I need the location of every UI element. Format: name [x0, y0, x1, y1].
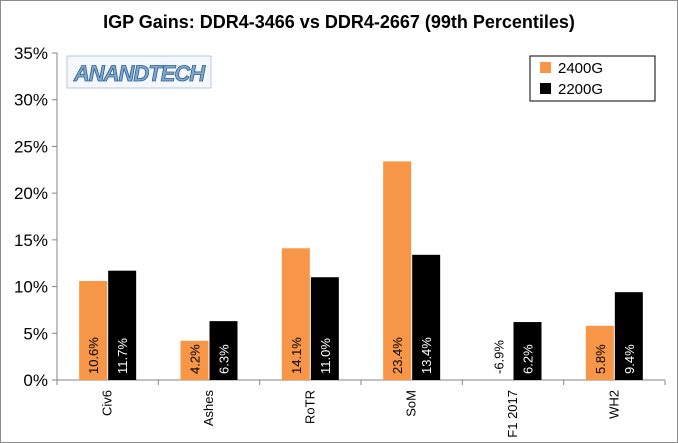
- x-category-label: F1 2017: [505, 390, 520, 438]
- bar-data-label: 13.4%: [419, 337, 434, 374]
- legend-swatch-2400G: [540, 62, 551, 73]
- bar-data-label: 23.4%: [390, 337, 405, 374]
- bar-2400G: [281, 248, 310, 380]
- bar-2200G: [513, 322, 542, 380]
- bar-2200G: [614, 292, 643, 380]
- x-axis: Civ6 Ashes RoTR SoM F1 2017 WH2: [56, 379, 666, 438]
- legend-label: 2400G: [558, 60, 603, 77]
- logo-text: ANANDTECH: [73, 61, 206, 86]
- x-category-label: Ashes: [201, 390, 216, 427]
- bar-data-label: 9.4%: [622, 344, 637, 374]
- bar-2200G: [209, 321, 238, 380]
- bar-2200G: [108, 270, 137, 380]
- legend: 2400G 2200G: [529, 55, 656, 102]
- y-tick-label: 20%: [14, 184, 48, 203]
- bar-data-label: 5.8%: [593, 344, 608, 374]
- y-tick-label: 30%: [14, 91, 48, 110]
- y-tick-label: 5%: [23, 324, 48, 343]
- y-tick-label: 35%: [14, 44, 48, 63]
- anandtech-logo: ANANDTECH: [66, 55, 212, 89]
- y-tick-label: 25%: [14, 137, 48, 156]
- bar-data-label: 11.7%: [115, 338, 130, 374]
- bar-data-label: -6.9%: [492, 340, 507, 374]
- y-tick-label: 15%: [14, 231, 48, 250]
- bar-data-label: 14.1%: [289, 337, 304, 374]
- bar-data-label: 6.2%: [521, 344, 536, 374]
- bar-data-label: 11.0%: [318, 338, 333, 374]
- y-tick-label: 0%: [23, 371, 48, 390]
- bar-2200G: [412, 254, 441, 380]
- bar-labels: 10.6% 11.7% 4.2% 6.3% 14.1% 11.0% 23.4% 13.4% -6…: [86, 337, 637, 374]
- x-category-label: WH2: [606, 390, 621, 419]
- bars: [79, 161, 643, 380]
- bar-data-label: 4.2%: [188, 344, 203, 374]
- bar-data-label: 6.3%: [217, 344, 232, 374]
- bar-data-label: 10.6%: [86, 337, 101, 374]
- chart-title: IGP Gains: DDR4-3466 vs DDR4-2667 (99th …: [103, 12, 575, 32]
- bar-2400G: [383, 161, 412, 380]
- legend-swatch-2200G: [540, 83, 551, 94]
- y-axis: 0% 5% 10% 15% 20% 25% 30% 35%: [14, 44, 58, 390]
- y-tick-label: 10%: [14, 278, 48, 297]
- x-category-label: SoM: [404, 390, 419, 417]
- x-category-label: RoTR: [302, 390, 317, 424]
- bar-2400G: [180, 340, 209, 380]
- legend-label: 2200G: [558, 81, 603, 98]
- bar-2400G: [585, 325, 614, 380]
- x-category-label: Civ6: [100, 390, 115, 416]
- bar-2400G: [79, 280, 108, 380]
- bar-2200G: [310, 277, 339, 380]
